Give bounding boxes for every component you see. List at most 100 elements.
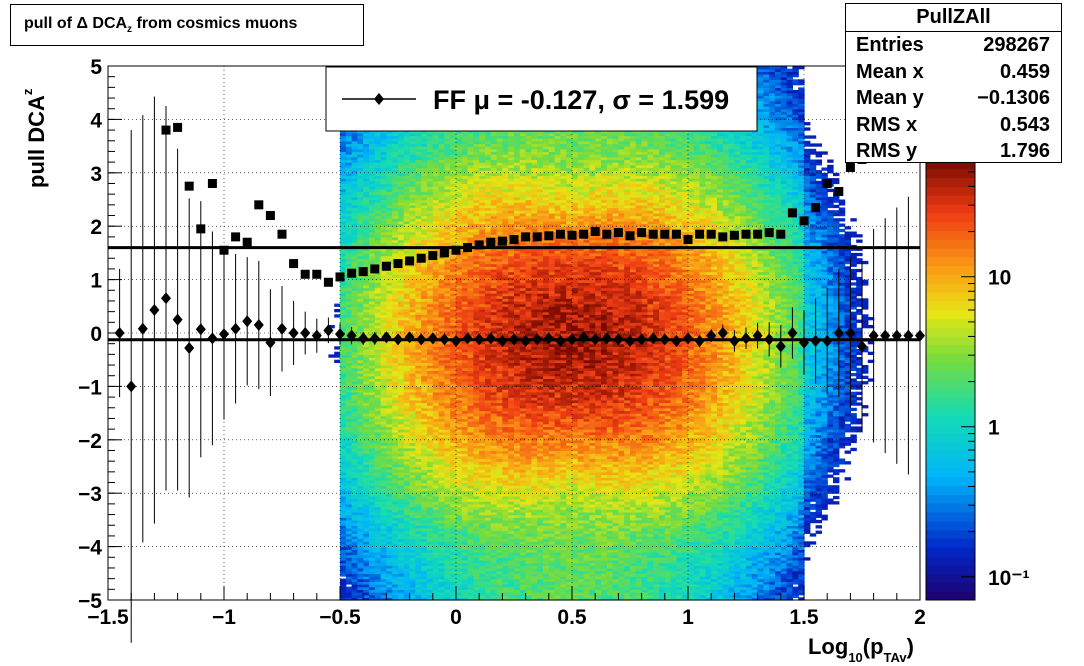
palette-bin — [926, 204, 975, 214]
rms-profile-point — [822, 178, 832, 188]
mean-profile-point — [683, 332, 693, 345]
rms-profile-point — [753, 229, 763, 239]
y-tick-label: −2 — [78, 430, 102, 453]
rms-profile-point — [312, 269, 322, 279]
mean-profile-point — [277, 322, 287, 335]
rms-profile-point — [381, 261, 391, 271]
legend-marker — [374, 93, 384, 105]
rms-profile-point — [671, 229, 681, 239]
palette-bin — [926, 485, 975, 495]
palette-label: 1 — [988, 417, 1000, 440]
mean-profile-point — [404, 331, 415, 344]
palette-bin — [926, 371, 975, 381]
y-tick-label: 3 — [90, 163, 102, 186]
mean-profile-point — [520, 335, 531, 348]
stats-row: RMS x 0.543 — [846, 112, 1061, 139]
palette-bin — [926, 564, 975, 575]
mean-profile-point — [613, 333, 624, 346]
mean-profile-point — [752, 329, 763, 342]
mean-profile-point — [729, 335, 740, 348]
stats-value: 0.543 — [999, 113, 1050, 136]
mean-profile-point — [555, 335, 566, 348]
mean-profile-point — [625, 335, 635, 348]
palette-bin — [926, 239, 975, 249]
mean-profile-point — [335, 328, 345, 341]
mean-profile-point — [393, 333, 403, 346]
palette-bin — [926, 230, 975, 240]
rms-profile-point — [602, 229, 612, 239]
palette-bin — [926, 353, 975, 363]
rms-profile-point — [579, 229, 589, 239]
mean-profile-point — [509, 333, 519, 346]
palette-label: 10 — [988, 267, 1011, 290]
rms-profile-point — [637, 228, 647, 238]
rms-profile-point — [787, 208, 797, 218]
stats-value: −0.1306 — [977, 87, 1050, 109]
mean-profile-point — [497, 335, 508, 348]
palette-bin — [926, 397, 975, 407]
x-tick-label: 2 — [914, 606, 926, 629]
heatmap-cells — [328, 66, 875, 601]
mean-profile-point — [717, 327, 728, 339]
rms-profile-point — [439, 248, 449, 258]
rms-profile-point — [648, 229, 658, 239]
stats-row: Mean x 0.459 — [846, 59, 1061, 86]
stats-row: Entries 298267 — [846, 32, 1061, 59]
palette-bin — [926, 221, 975, 231]
mean-profile-point — [833, 327, 844, 339]
mean-profile-point — [451, 335, 461, 348]
mean-profile-point — [543, 332, 554, 345]
rms-profile-point — [265, 211, 275, 221]
palette-bin — [926, 591, 975, 601]
rms-profile-point — [196, 224, 206, 234]
rms-profile-point — [613, 228, 623, 238]
palette-bin — [926, 573, 975, 583]
palette-bin — [926, 300, 975, 311]
palette-bin — [926, 476, 975, 487]
rms-profile-point — [625, 231, 635, 241]
rms-profile-point — [335, 272, 345, 282]
mean-profile-point — [880, 329, 891, 342]
x-tick-label: 0.5 — [557, 606, 587, 629]
rms-profile-point — [706, 229, 716, 239]
mean-profile-point — [300, 327, 311, 339]
mean-profile-point — [230, 322, 241, 335]
mean-profile-point — [219, 328, 229, 341]
palette-bin — [926, 503, 975, 513]
y-axis-label: pull DCAz — [20, 88, 49, 188]
rms-profile-point — [161, 125, 171, 135]
palette-bin — [926, 344, 975, 355]
rms-profile-point — [451, 245, 461, 255]
palette-bin — [926, 512, 975, 522]
mean-profile-point — [265, 336, 276, 349]
palette-bin — [926, 424, 975, 434]
mean-profile-point — [891, 329, 902, 342]
palette-bin — [926, 212, 975, 223]
mean-profile-point — [845, 327, 856, 339]
rms-profile-point — [207, 178, 217, 188]
palette-bin — [926, 459, 975, 469]
rms-profile-point — [555, 229, 565, 239]
mean-profile-point — [288, 327, 299, 339]
rms-profile-point — [729, 230, 739, 240]
palette-bin — [926, 327, 975, 337]
rms-profile-point — [509, 235, 519, 245]
rms-profile-point — [254, 200, 264, 210]
mean-profile-point — [381, 331, 392, 344]
palette-bin — [926, 292, 975, 302]
rms-profile-point — [834, 186, 844, 196]
y-tick-label: −3 — [78, 483, 102, 506]
palette-bin — [926, 336, 975, 346]
mean-profile-point — [659, 333, 670, 346]
stats-value: 0.459 — [999, 60, 1050, 83]
stats-box: PullZAll Entries 298267 Mean x 0.459 Mean y −… — [845, 3, 1062, 163]
palette-label: 10⁻¹ — [988, 567, 1029, 590]
mean-profile-point — [671, 335, 682, 348]
rms-profile-point — [567, 230, 577, 240]
palette-bin — [926, 274, 975, 284]
palette-bin — [926, 432, 975, 443]
plot-title: pull of Δ DCAz from cosmics muons — [10, 4, 364, 46]
mean-profile-point — [369, 332, 380, 345]
mean-profile-point — [184, 341, 195, 354]
mean-profile-point — [648, 332, 659, 345]
